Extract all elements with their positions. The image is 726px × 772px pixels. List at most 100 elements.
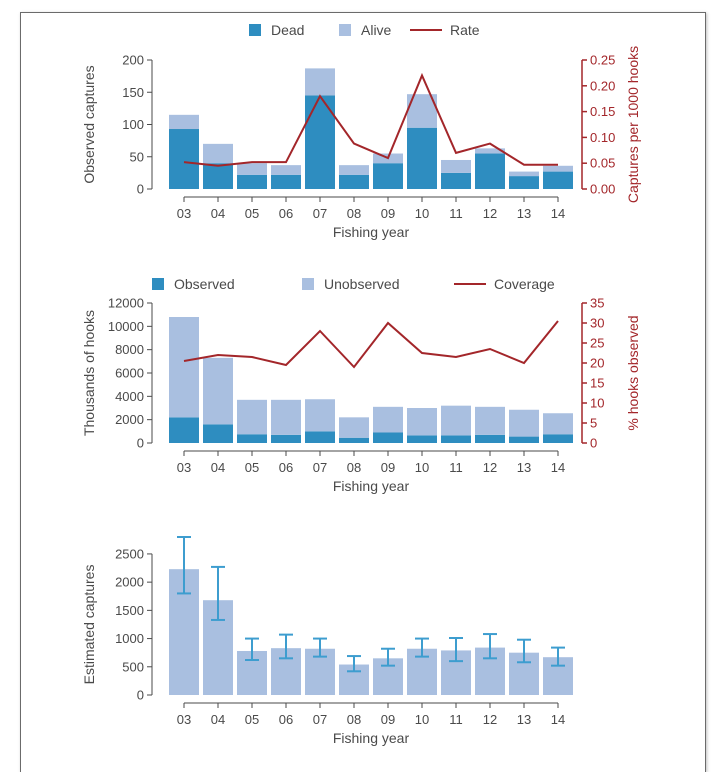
x-tick-label: 10 xyxy=(415,206,429,221)
bar-alive xyxy=(169,114,199,130)
x-tick-label: 13 xyxy=(517,712,531,727)
right-tick-label: 10 xyxy=(590,396,604,411)
y-tick-label: 2000 xyxy=(115,575,144,590)
right-tick-label: 30 xyxy=(590,316,604,331)
x-tick-label: 06 xyxy=(279,712,293,727)
x-tick-label: 04 xyxy=(211,712,225,727)
right-tick-label: 0.00 xyxy=(590,182,615,197)
x-tick-label: 11 xyxy=(449,206,463,221)
bar-observed xyxy=(407,435,437,443)
bar-unobserved xyxy=(169,317,199,418)
right-tick-label: 15 xyxy=(590,376,604,391)
x-tick-label: 09 xyxy=(381,206,395,221)
y-tick-label: 200 xyxy=(122,53,144,68)
bar-dead xyxy=(203,163,233,189)
x-tick-label: 09 xyxy=(381,712,395,727)
bar-alive xyxy=(475,148,505,154)
bar-dead xyxy=(169,129,199,189)
x-tick-label: 04 xyxy=(211,206,225,221)
x-tick-label: 06 xyxy=(279,206,293,221)
x-tick-label: 12 xyxy=(483,460,497,475)
legend-label-unobserved: Unobserved xyxy=(324,276,400,292)
bar-observed xyxy=(475,434,505,443)
legend-label-dead: Dead xyxy=(271,22,304,38)
x-tick-label: 10 xyxy=(415,712,429,727)
bar-observed xyxy=(509,436,539,443)
y-axis-title: Thousands of hooks xyxy=(81,310,97,436)
x-tick-label: 11 xyxy=(449,460,463,475)
y-tick-label: 4000 xyxy=(115,389,144,404)
right-tick-label: 0.15 xyxy=(590,104,615,119)
x-axis-title: Fishing year xyxy=(333,730,410,746)
right-tick-label: 25 xyxy=(590,336,604,351)
bar-unobserved xyxy=(475,406,505,435)
x-tick-label: 08 xyxy=(347,712,361,727)
bar-dead xyxy=(237,174,267,189)
right-axis-title: Captures per 1000 hooks xyxy=(625,46,641,203)
x-tick-label: 09 xyxy=(381,460,395,475)
x-tick-label: 08 xyxy=(347,206,361,221)
bar-unobserved xyxy=(203,357,233,425)
y-tick-label: 2000 xyxy=(115,412,144,427)
x-tick-label: 14 xyxy=(551,460,565,475)
bar-unobserved xyxy=(339,417,369,438)
x-tick-label: 14 xyxy=(551,712,565,727)
right-tick-label: 0 xyxy=(590,436,597,451)
legend-swatch-unobserved xyxy=(302,278,314,290)
line-rate xyxy=(183,72,558,167)
y-axis-title: Estimated captures xyxy=(81,565,97,685)
x-tick-label: 07 xyxy=(313,460,327,475)
bar-dead xyxy=(407,127,437,189)
x-tick-label: 03 xyxy=(177,460,191,475)
bar-dead xyxy=(441,172,471,189)
bar-unobserved xyxy=(271,399,301,435)
x-tick-label: 05 xyxy=(245,206,259,221)
bar-observed xyxy=(271,434,301,443)
bar-alive xyxy=(339,165,369,175)
bar-unobserved xyxy=(509,409,539,437)
legend-swatch-dead xyxy=(249,24,261,36)
x-tick-label: 06 xyxy=(279,460,293,475)
x-tick-label: 04 xyxy=(211,460,225,475)
legend-label-alive: Alive xyxy=(361,22,392,38)
bar-alive xyxy=(271,165,301,175)
y-tick-label: 150 xyxy=(122,85,144,100)
legend-label-rate: Rate xyxy=(450,22,480,38)
x-tick-label: 13 xyxy=(517,460,531,475)
bar-dead xyxy=(373,163,403,189)
bar-observed xyxy=(169,417,199,443)
y-tick-label: 100 xyxy=(122,117,144,132)
y-tick-label: 0 xyxy=(137,688,144,703)
bar-dead xyxy=(475,153,505,189)
y-tick-label: 10000 xyxy=(108,319,144,334)
bar-alive xyxy=(305,68,335,96)
x-tick-label: 13 xyxy=(517,206,531,221)
y-tick-label: 0 xyxy=(137,436,144,451)
legend-label-coverage: Coverage xyxy=(494,276,555,292)
bar-dead xyxy=(339,174,369,189)
bar-observed xyxy=(305,431,335,443)
bar-unobserved xyxy=(237,399,267,435)
bar-dead xyxy=(543,171,573,189)
y-tick-label: 8000 xyxy=(115,342,144,357)
right-tick-label: 20 xyxy=(590,356,604,371)
bar-alive xyxy=(441,159,471,173)
right-tick-label: 0.25 xyxy=(590,53,615,68)
bar-observed xyxy=(373,432,403,443)
bar-observed xyxy=(543,434,573,443)
legend-swatch-alive xyxy=(339,24,351,36)
y-tick-label: 50 xyxy=(130,149,144,164)
x-tick-label: 11 xyxy=(449,712,463,727)
y-tick-label: 500 xyxy=(122,659,144,674)
bar-observed xyxy=(203,424,233,443)
y-tick-label: 6000 xyxy=(115,366,144,381)
x-axis-title: Fishing year xyxy=(333,478,410,494)
line-coverage xyxy=(183,320,559,369)
y-tick-label: 0 xyxy=(137,182,144,197)
x-tick-label: 08 xyxy=(347,460,361,475)
legend-swatch-observed xyxy=(152,278,164,290)
x-tick-label: 12 xyxy=(483,206,497,221)
y-axis-title: Observed captures xyxy=(81,65,97,183)
bar-observed xyxy=(441,435,471,443)
